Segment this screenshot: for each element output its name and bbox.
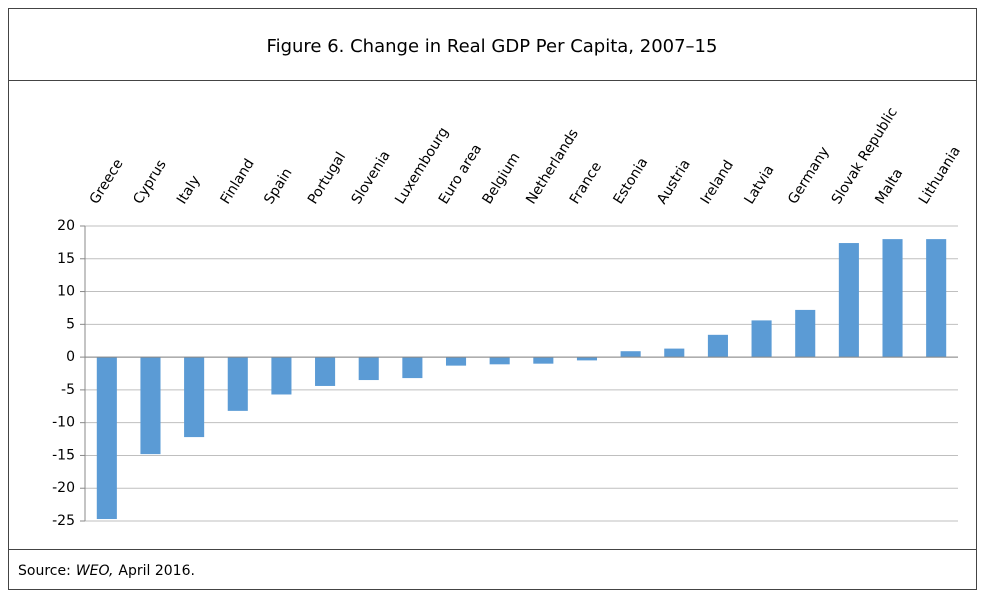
y-tick-label: -5	[61, 382, 75, 398]
bar	[140, 357, 161, 455]
bar	[576, 357, 598, 361]
y-tick-label: -20	[52, 480, 75, 496]
bar	[358, 357, 379, 381]
y-tick-label: -15	[52, 447, 75, 463]
bar	[96, 357, 117, 520]
y-tick-label: 0	[66, 349, 75, 365]
source-prefix: Source:	[18, 563, 71, 579]
y-tick-label: 5	[66, 316, 75, 332]
bar	[184, 357, 205, 438]
bar	[795, 309, 816, 358]
bar	[838, 243, 859, 358]
bar	[620, 351, 641, 358]
bar	[533, 357, 554, 364]
bar	[664, 348, 685, 358]
y-tick-label: -10	[52, 415, 75, 431]
source-note: Source: WEO, April 2016.	[18, 563, 195, 579]
bar	[445, 357, 467, 366]
y-tick-label: -25	[52, 513, 75, 529]
bar	[271, 357, 292, 395]
bar	[315, 357, 336, 386]
bar	[926, 239, 947, 358]
bar	[402, 357, 423, 379]
bar	[707, 334, 728, 358]
y-tick-label: 15	[57, 251, 75, 267]
bar	[227, 357, 248, 411]
chart-title: Figure 6. Change in Real GDP Per Capita,…	[267, 36, 718, 57]
bar	[882, 239, 903, 358]
y-tick-label: 10	[57, 284, 75, 300]
source-italic: WEO,	[76, 563, 114, 579]
y-tick-label: 20	[57, 218, 75, 234]
bar	[751, 320, 772, 358]
frame	[8, 8, 977, 590]
source-suffix: April 2016.	[118, 563, 195, 579]
bar	[489, 357, 510, 365]
